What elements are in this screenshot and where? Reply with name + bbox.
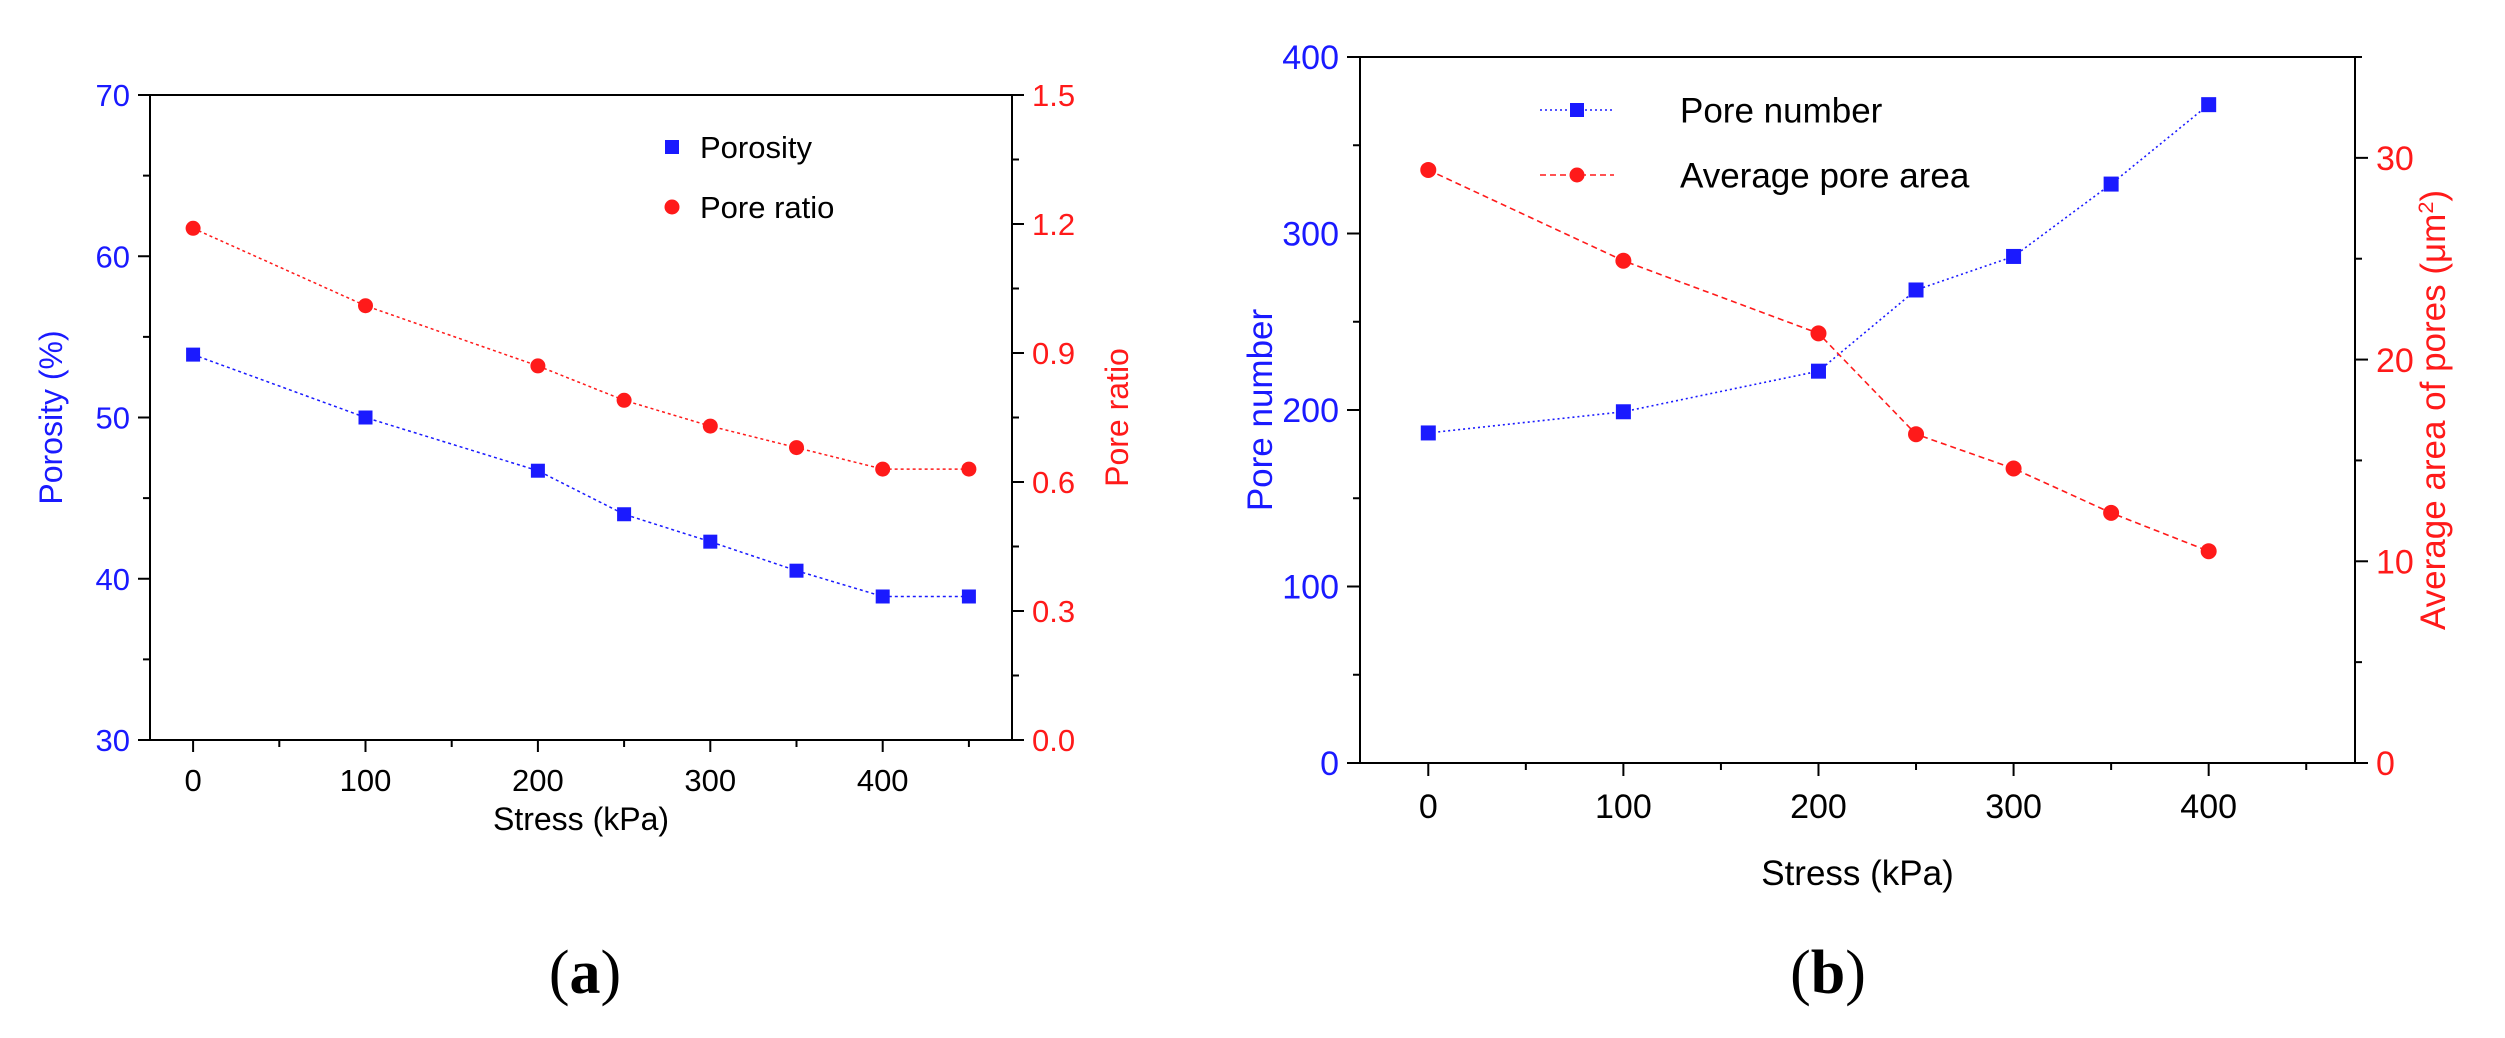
panel-a-series-0-point (617, 507, 632, 522)
panel-b-xtick-label: 0 (1419, 788, 1438, 826)
panel-b-series-0-point (1615, 404, 1631, 420)
panel-b-legend-label: Average pore area (1680, 157, 1970, 196)
panel-a-xtick-label: 0 (184, 763, 201, 798)
panel-b-xlabel: Stress (kPa) (1761, 854, 1954, 893)
panel-a-series-0-point (789, 563, 804, 578)
panel-b-ytick-left-label: 300 (1282, 216, 1339, 254)
panel-a-series-1-point (702, 418, 718, 434)
panel-a-ytick-right-label: 0.0 (1032, 723, 1075, 758)
panel-a-series-0-point (358, 410, 373, 425)
panel-b-ytick-right-label: 20 (2376, 342, 2414, 380)
panel-a-series-0-point (703, 534, 718, 549)
panel-a-xtick-label: 100 (340, 763, 392, 798)
panel-a-ytick-left-label: 30 (96, 723, 130, 758)
panel-a-xlabel: Stress (kPa) (493, 801, 669, 837)
panel-b-series-1-point (1420, 161, 1437, 178)
panel-b-xtick-label: 300 (1985, 788, 2042, 826)
panel-a-frame (149, 94, 1013, 741)
panel-b-ytick-right-label: 0 (2376, 745, 2395, 783)
panel-b-series-0-point (1908, 282, 1924, 298)
panel-b-ytick-right-label: 10 (2376, 544, 2414, 582)
panel-b-ytick-left-label: 0 (1320, 745, 1339, 783)
panel-a-ytick-left-label: 70 (96, 78, 130, 113)
panel-a-legend-label: Pore ratio (700, 190, 834, 225)
panel-b-label: (b) (1790, 939, 1866, 1007)
panel-b-series-0-point (2201, 97, 2217, 113)
panel-b-chart: 0 100 200 300 400 0 100 200 300 400 0 10 20 30 Stress … (1241, 39, 2453, 893)
panel-a-chart: 0 100 200 300 400 30 40 50 60 70 0.0 0.3 0.6 0.9 1.2 1.… (33, 78, 1135, 837)
panel-b-series-0-line (1428, 104, 2210, 434)
panel-b-legend-label: Pore number (1680, 92, 1883, 131)
panel-b-series-0-point (2103, 176, 2119, 192)
panel-a-ylabel-left: Porosity (%) (33, 330, 69, 504)
panel-b-legend-marker (1570, 103, 1584, 117)
panel-b-ylabel-left: Pore number (1241, 308, 1280, 511)
panel-a-legend-marker (664, 199, 680, 215)
panel-a-ylabel-right: Pore ratio (1099, 348, 1135, 487)
panel-a-xtick-label: 200 (512, 763, 564, 798)
panel-a-series-0-line (192, 353, 969, 598)
panel-a-label: (a) (549, 939, 621, 1007)
panel-a-ytick-left-label: 40 (96, 562, 130, 597)
panel-a-xtick-label: 300 (684, 763, 736, 798)
panel-b-series-1-line (1427, 169, 2209, 552)
panel-a-series-1-line (192, 227, 969, 470)
panel-a-legend-label: Porosity (700, 130, 812, 165)
panel-a-ytick-right-label: 0.3 (1032, 594, 1075, 629)
panel-b-series-1-point (2005, 460, 2022, 477)
panel-a-series-1-point (616, 392, 632, 408)
panel-b-series-0-point (2006, 248, 2022, 264)
panel-a-ytick-left-label: 50 (96, 401, 130, 436)
panel-a-series-1-point (358, 298, 373, 314)
panel-a-series-1-point (530, 358, 546, 374)
panel-a-xtick-label: 400 (857, 763, 909, 798)
panel-a-series-1-point (185, 220, 201, 236)
panel-b-series-1-point (2103, 504, 2120, 521)
panel-b-series-1-point (1908, 426, 1925, 443)
panel-b-ytick-right-label: 30 (2376, 140, 2414, 178)
panel-b-xtick-label: 400 (2180, 788, 2237, 826)
panel-a-legend-marker (665, 140, 679, 154)
panel-a-series-0-point (961, 589, 976, 604)
panel-a-ytick-right-label: 1.5 (1032, 78, 1075, 113)
panel-a-series-1-point (789, 440, 804, 456)
panel-b-legend-marker (1569, 167, 1585, 183)
panel-b-series-1-point (1615, 252, 1632, 269)
panel-b-ytick-left-label: 100 (1282, 569, 1339, 607)
panel-a-series-1-point (961, 461, 977, 477)
panel-b-series-0-point (1810, 363, 1826, 379)
panel-a-series-0-point (875, 589, 890, 604)
panel-a-ytick-right-label: 0.9 (1032, 336, 1075, 371)
panel-a-ytick-left-label: 60 (96, 239, 130, 274)
panel-b-xtick-label: 200 (1790, 788, 1847, 826)
panel-b-xtick-label: 100 (1595, 788, 1652, 826)
panel-a-series-0-point (530, 463, 545, 478)
panel-b-series-0-point (1420, 425, 1436, 441)
panel-a-ytick-right-label: 1.2 (1032, 207, 1075, 242)
panel-b-ytick-left-label: 200 (1282, 392, 1339, 430)
panel-a-ytick-right-label: 0.6 (1032, 465, 1075, 500)
panel-a-series-0-point (186, 347, 201, 362)
panel-b-series-1-point (2200, 543, 2217, 560)
panel-b-ytick-left-label: 400 (1282, 39, 1339, 77)
panel-b-series-1-point (1810, 325, 1827, 342)
panel-b-ylabel-right: Average area of pores (μm2) (2413, 190, 2454, 630)
panel-a-series-1-point (875, 461, 891, 477)
